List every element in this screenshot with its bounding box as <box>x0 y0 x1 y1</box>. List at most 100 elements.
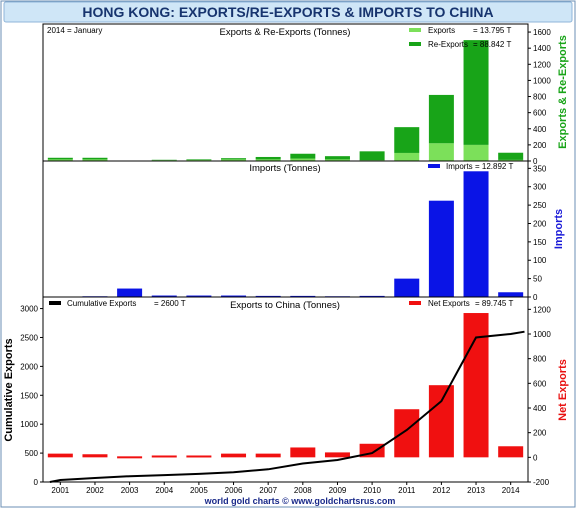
legend-label-net: Net Exports <box>428 299 470 308</box>
net-panel-right-tick-label: 400 <box>533 404 547 413</box>
net-panel-right-tick-label: 800 <box>533 355 547 364</box>
net-exports-bar <box>325 452 350 457</box>
exports-panel-title: Exports & Re-Exports (Tonnes) <box>220 27 351 38</box>
imports-panel-right-tick-label: 200 <box>533 219 547 228</box>
net-panel-left-tick-label: 3000 <box>20 305 38 314</box>
exports-y-axis-label: Exports & Re-Exports <box>557 35 569 149</box>
imports-panel-right-tick-label: 50 <box>533 275 542 284</box>
net-y-axis-label: Net Exports <box>557 359 569 421</box>
imports-panel-right-tick-label: 100 <box>533 256 547 265</box>
net-panel-right-tick-label: 1200 <box>533 305 551 314</box>
net-exports-bar <box>464 313 489 457</box>
exports-panel-right-tick-label: 400 <box>533 125 547 134</box>
net-panel-right-tick-label: 200 <box>533 429 547 438</box>
net-panel-left-tick-label: 0 <box>34 478 39 487</box>
net-panel-left-tick-label: 2500 <box>20 333 38 342</box>
reexports-bar <box>256 157 281 159</box>
imports-panel-plot-area <box>43 161 528 297</box>
x-tick-label: 2003 <box>121 486 139 495</box>
imports-bar <box>464 171 489 297</box>
legend-swatch-exports <box>409 28 421 32</box>
legend-swatch-net <box>409 301 421 305</box>
net-panel-left-tick-label: 1000 <box>20 420 38 429</box>
reexports-bar <box>360 151 385 160</box>
net-exports-bar <box>48 454 73 458</box>
exports-panel-right-tick-label: 1200 <box>533 60 551 69</box>
net-panel-right-tick-label: 1000 <box>533 330 551 339</box>
net-panel-plot-area <box>43 297 528 482</box>
x-tick-label: 2007 <box>259 486 277 495</box>
x-tick-label: 2012 <box>432 486 450 495</box>
exports-panel-right-tick-label: 1400 <box>533 44 551 53</box>
imports-panel-title: Imports (Tonnes) <box>249 163 320 174</box>
net-panel-title: Exports to China (Tonnes) <box>230 300 340 311</box>
imports-panel-right-tick-label: 0 <box>533 293 538 302</box>
figure-title: HONG KONG: EXPORTS/RE-EXPORTS & IMPORTS … <box>82 4 493 20</box>
legend-swatch-imports <box>428 164 440 168</box>
x-tick-label: 2009 <box>329 486 347 495</box>
net-panel-right-tick-label: -200 <box>533 478 550 487</box>
period-note: 2014 = January <box>47 26 102 35</box>
x-tick-label: 2001 <box>51 486 69 495</box>
net-panel-right-tick-label: 600 <box>533 379 547 388</box>
x-tick-label: 2002 <box>86 486 104 495</box>
x-tick-label: 2005 <box>190 486 208 495</box>
x-tick-label: 2011 <box>398 486 416 495</box>
net-exports-bar <box>117 456 142 458</box>
net-exports-bar <box>394 409 419 457</box>
legend-swatch-cumulative <box>49 301 61 305</box>
x-tick-label: 2013 <box>467 486 485 495</box>
net-panel-left-tick-label: 500 <box>25 449 39 458</box>
x-tick-label: 2010 <box>363 486 381 495</box>
imports-panel-right-tick-label: 350 <box>533 164 547 173</box>
exports-panel-right-tick-label: 800 <box>533 93 547 102</box>
net-panel-left-tick-label: 1500 <box>20 391 38 400</box>
net-exports-bar <box>221 454 246 458</box>
exports-panel-right-tick-label: 1600 <box>533 28 551 37</box>
legend-value-imports: = 12.892 T <box>475 162 513 171</box>
reexports-bar <box>290 154 315 159</box>
reexports-bar <box>498 153 523 160</box>
legend-value-exports: = 13.795 T <box>473 26 511 35</box>
legend-label-reexports: Re-Exports <box>428 40 468 49</box>
imports-bar <box>117 289 142 297</box>
imports-bar <box>394 279 419 297</box>
exports-panel-right-tick-label: 200 <box>533 141 547 150</box>
imports-y-axis-label: Imports <box>553 209 565 249</box>
reexports-bar <box>325 156 350 159</box>
x-tick-label: 2004 <box>155 486 173 495</box>
exports-panel-right-tick-label: 600 <box>533 109 547 118</box>
net-exports-bar <box>256 454 281 458</box>
legend-value-reexports: = 88.842 T <box>473 40 511 49</box>
reexports-bar <box>394 127 419 153</box>
legend-label-imports: Imports <box>446 162 473 171</box>
reexports-bar <box>221 158 246 159</box>
cumulative-y-axis-label: Cumulative Exports <box>3 338 15 441</box>
reexports-bar <box>464 40 489 145</box>
net-exports-bar <box>82 454 107 457</box>
imports-panel-right-tick-label: 300 <box>533 183 547 192</box>
net-panel-right-tick-label: 0 <box>533 453 538 462</box>
legend-swatch-reexports <box>409 42 421 46</box>
net-exports-bar <box>152 455 177 457</box>
net-exports-bar <box>498 446 523 457</box>
imports-bar <box>498 292 523 297</box>
imports-panel-right-tick-label: 250 <box>533 201 547 210</box>
net-exports-bar <box>429 385 454 457</box>
imports-panel-right-tick-label: 150 <box>533 238 547 247</box>
x-tick-label: 2006 <box>225 486 243 495</box>
exports-bar <box>429 143 454 161</box>
net-exports-bar <box>186 455 211 457</box>
reexports-bar <box>186 159 211 160</box>
net-panel-left-tick-label: 2000 <box>20 362 38 371</box>
reexports-bar <box>82 158 107 160</box>
reexports-bar <box>48 158 73 160</box>
legend-label-exports: Exports <box>428 26 455 35</box>
legend-label-cumulative: Cumulative Exports <box>67 299 136 308</box>
legend-value-cumulative: = 2600 T <box>154 299 186 308</box>
legend-value-net: = 89.745 T <box>475 299 513 308</box>
exports-bar <box>394 153 419 161</box>
